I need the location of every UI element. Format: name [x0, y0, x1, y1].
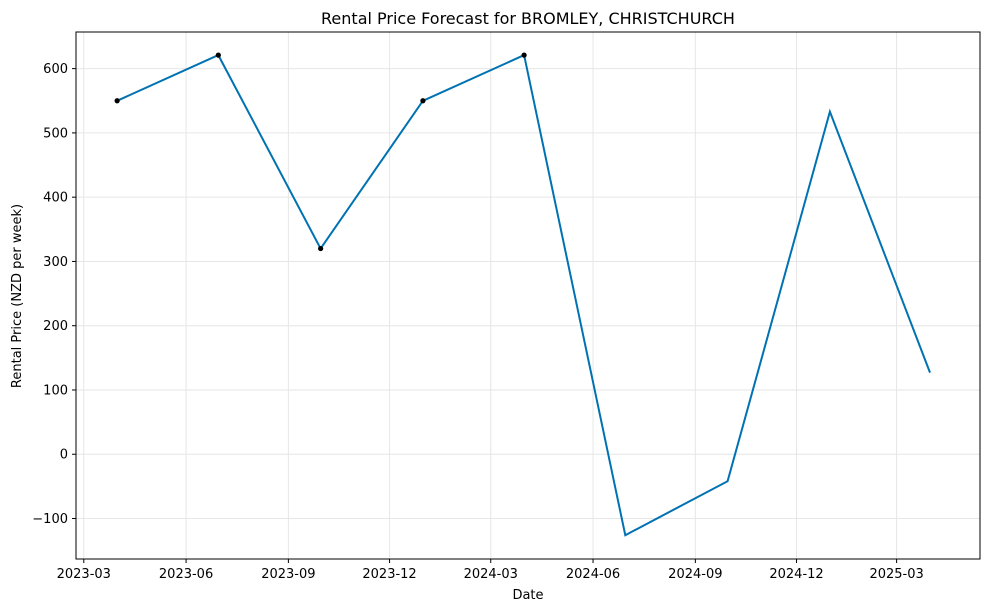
x-tick-label: 2025-03: [869, 567, 923, 582]
x-tick-label: 2024-09: [668, 567, 722, 582]
observed-points: [114, 52, 527, 252]
y-tick-label: −100: [32, 512, 68, 527]
y-tick-label: 500: [43, 126, 68, 141]
x-tick-label: 2023-06: [159, 567, 213, 582]
x-axis-ticks: 2023-03 2023-06 2023-09 2023-12 2024-03 2024-…: [57, 559, 924, 582]
forecast-series: [116, 53, 931, 537]
grid-layer: [76, 32, 980, 559]
x-tick-label: 2024-06: [566, 567, 620, 582]
y-tick-label: 200: [43, 319, 68, 334]
x-axis-label: Date: [512, 588, 543, 603]
plot-frame: [75, 31, 981, 560]
y-tick-label: 300: [43, 255, 68, 270]
y-tick-label: 100: [43, 383, 68, 398]
y-tick-label: 600: [43, 62, 68, 77]
observed-point: [521, 52, 527, 58]
observed-point: [215, 52, 221, 58]
x-tick-label: 2023-03: [57, 567, 111, 582]
y-tick-label: 0: [60, 448, 68, 463]
x-tick-label: 2024-12: [769, 567, 823, 582]
observed-point: [420, 98, 426, 104]
observed-point: [114, 98, 120, 104]
x-tick-label: 2023-09: [261, 567, 315, 582]
x-tick-label: 2024-03: [464, 567, 518, 582]
y-axis-ticks: −100 0 100 200 300 400 500 600: [32, 62, 76, 527]
observed-point: [318, 245, 324, 252]
chart-title: Rental Price Forecast for BROMLEY, CHRIS…: [321, 9, 735, 28]
x-tick-label: 2023-12: [362, 567, 416, 582]
forecast-line: [116, 53, 931, 537]
y-axis-label: Rental Price (NZD per week): [10, 204, 25, 388]
y-tick-label: 400: [43, 191, 68, 206]
